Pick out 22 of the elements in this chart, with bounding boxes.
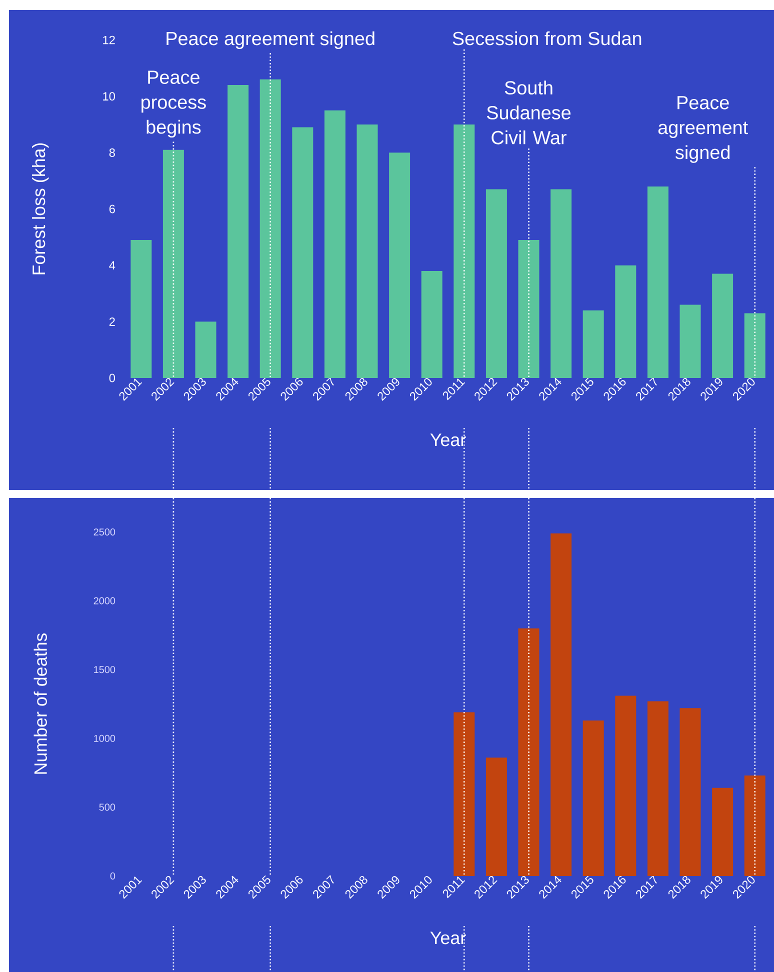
x-axis-title: Year bbox=[430, 932, 466, 944]
y-axis-title: Number of deaths bbox=[34, 633, 47, 774]
x-axis-title: Year bbox=[430, 434, 466, 446]
y-axis-title: Forest loss (kha) bbox=[32, 143, 49, 274]
y-tick-label: 0 bbox=[109, 374, 116, 382]
y-tick-label: 1000 bbox=[94, 734, 116, 742]
y-tick-label: 0 bbox=[110, 872, 116, 880]
y-tick-label: 4 bbox=[109, 261, 116, 270]
y-tick-label: 2 bbox=[109, 317, 115, 326]
y-tick-label: 12 bbox=[103, 36, 115, 44]
y-tick-label: 500 bbox=[99, 804, 116, 811]
ref-line-label: Peace agreement signed bbox=[658, 96, 748, 163]
y-tick-label: 2000 bbox=[94, 597, 116, 604]
y-tick-label: 6 bbox=[109, 204, 115, 214]
ref-line-label: Peace process begins bbox=[142, 70, 206, 138]
y-tick-label: 10 bbox=[103, 92, 116, 101]
y-tick-label: 8 bbox=[109, 148, 115, 157]
ref-line-label: Peace agreement signed bbox=[166, 31, 374, 49]
y-tick-label: 2500 bbox=[94, 528, 116, 536]
ref-line-label: Secession from Sudan bbox=[452, 31, 642, 46]
ref-line-label: South Sudanese Civil War bbox=[486, 80, 571, 144]
y-tick-label: 1500 bbox=[94, 666, 116, 674]
